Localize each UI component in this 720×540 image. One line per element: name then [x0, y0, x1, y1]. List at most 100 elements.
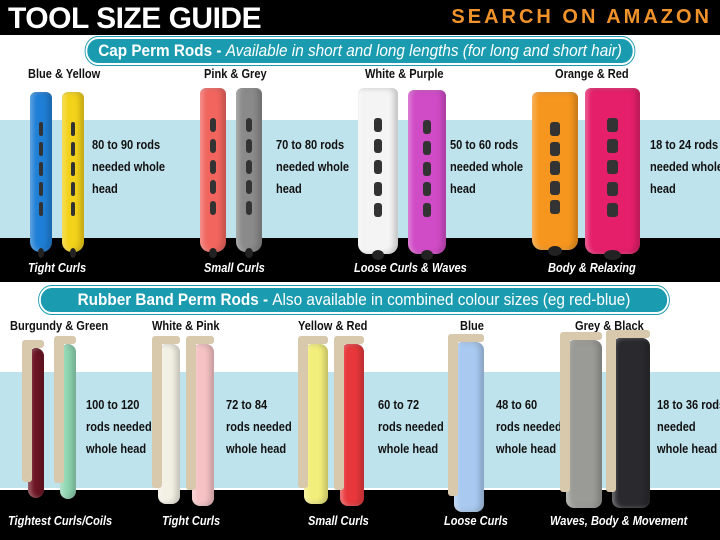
cap-section-heading: Cap Perm Rods - Available in short and l… [84, 36, 636, 66]
rod-cap [37, 248, 45, 258]
perm-rod-image [560, 332, 602, 508]
rod-slot [70, 202, 76, 216]
perm-rod-image [54, 336, 76, 499]
rubber-band-top [606, 330, 650, 338]
rod-cap [209, 248, 217, 258]
rods-needed-text: 50 to 60 rods needed whole head [450, 137, 524, 196]
rod-slot [607, 118, 618, 132]
rubber-subheading: Also available in combined colour sizes … [272, 290, 631, 309]
perm-rod-image [358, 88, 398, 260]
rod-slot [246, 201, 252, 216]
rod-slot [246, 159, 252, 174]
perm-rod-image [236, 88, 262, 258]
rod-color-label: White & Purple [365, 66, 444, 81]
rod-color-label: Orange & Red [555, 66, 629, 81]
rubber-band [22, 342, 32, 482]
rod-cap [69, 248, 77, 258]
curl-type-label: Small Curls [308, 513, 369, 528]
rod-cap [604, 250, 621, 260]
curl-type-label: Body & Relaxing [548, 260, 636, 275]
cap-subheading: Available in short and long lengths (for… [225, 41, 622, 60]
rod-slot [38, 122, 44, 136]
rubber-band-top [152, 336, 180, 344]
rod-slot [38, 162, 44, 176]
perm-rod-image [298, 336, 328, 504]
rods-needed-text: 100 to 120 rods needed whole head [86, 397, 152, 456]
rods-needed-text: 80 to 90 rods needed whole head [92, 137, 166, 196]
rod-color-label: Grey & Black [575, 318, 644, 333]
rod-slot [210, 180, 216, 195]
rod-slot [38, 202, 44, 216]
rubber-band [54, 338, 64, 483]
rod-slot [374, 181, 382, 196]
rod-cap [421, 250, 433, 260]
rod-slot [607, 202, 618, 217]
search-on-amazon-link[interactable]: SEARCH ON AMAZON [451, 6, 712, 28]
rod-color-label: Yellow & Red [298, 318, 368, 333]
perm-rod-image [532, 92, 578, 256]
perm-rod-image [186, 336, 214, 506]
rod-color-label: Blue [460, 318, 484, 333]
rod-slot [246, 118, 252, 132]
perm-rod-image [152, 336, 180, 504]
rod-slot [550, 141, 560, 156]
curl-type-label: Loose Curls [444, 513, 508, 528]
rod-slot [550, 180, 560, 195]
rods-needed-text: 48 to 60 rods needed whole head [496, 397, 562, 456]
rod-slot [423, 203, 431, 218]
rod-slot [374, 139, 382, 154]
rods-needed-text: 60 to 72 rods needed whole head [378, 397, 444, 456]
rod-slot [607, 160, 618, 175]
rods-needed-text: 18 to 36 rods needed whole head [657, 397, 720, 456]
rods-needed-text: 70 to 80 rods needed whole head [276, 137, 350, 196]
perm-rod-image [585, 88, 640, 260]
rubber-band-top [298, 336, 328, 344]
rod-slot [210, 118, 216, 132]
header-bar [0, 0, 720, 35]
perm-rod-image [334, 336, 364, 506]
rubber-band [186, 338, 196, 490]
rod-slot [374, 118, 382, 132]
rod-color-label: White & Pink [152, 318, 220, 333]
rubber-band-top [448, 334, 484, 342]
rod-slot [70, 182, 76, 196]
perm-rod-image [22, 340, 44, 498]
rod-slot [607, 181, 618, 196]
perm-rod-image [200, 88, 226, 258]
rod-slot [423, 140, 431, 155]
rod-slot [246, 138, 252, 153]
rod-slot [550, 200, 560, 215]
curl-type-label: Loose Curls & Waves [354, 260, 467, 275]
rod-slot [423, 161, 431, 176]
rod-slot [374, 202, 382, 217]
perm-rod-image [62, 92, 84, 258]
rod-slot [210, 159, 216, 174]
rod-slot [38, 182, 44, 196]
rod-cap [548, 246, 562, 256]
rubber-band [334, 338, 344, 490]
rod-slot [423, 182, 431, 197]
rod-color-label: Blue & Yellow [28, 66, 101, 81]
curl-type-label: Waves, Body & Movement [550, 513, 688, 528]
curl-type-label: Tightest Curls/Coils [8, 513, 113, 528]
rod-slot [550, 161, 560, 176]
perm-rod-image [606, 330, 650, 508]
page-title: TOOL SIZE GUIDE [8, 2, 262, 35]
curl-type-label: Tight Curls [162, 513, 221, 528]
rod-slot [70, 162, 76, 176]
separator: - [258, 290, 273, 309]
rubber-heading: Rubber Band Perm Rods [77, 290, 259, 309]
rod-slot [70, 122, 76, 136]
cap-heading: Cap Perm Rods [98, 41, 213, 60]
rods-needed-text: 18 to 24 rods needed whole head [650, 137, 720, 196]
perm-rod-image [408, 90, 446, 260]
rod-slot [38, 142, 44, 156]
rubber-band-top [560, 332, 602, 340]
rod-color-label: Burgundy & Green [10, 318, 109, 333]
rubber-band-top [54, 336, 76, 344]
rod-slot [607, 139, 618, 154]
rod-slot [374, 160, 382, 175]
rod-slot [70, 142, 76, 156]
rod-slot [246, 180, 252, 195]
curl-type-label: Tight Curls [28, 260, 87, 275]
